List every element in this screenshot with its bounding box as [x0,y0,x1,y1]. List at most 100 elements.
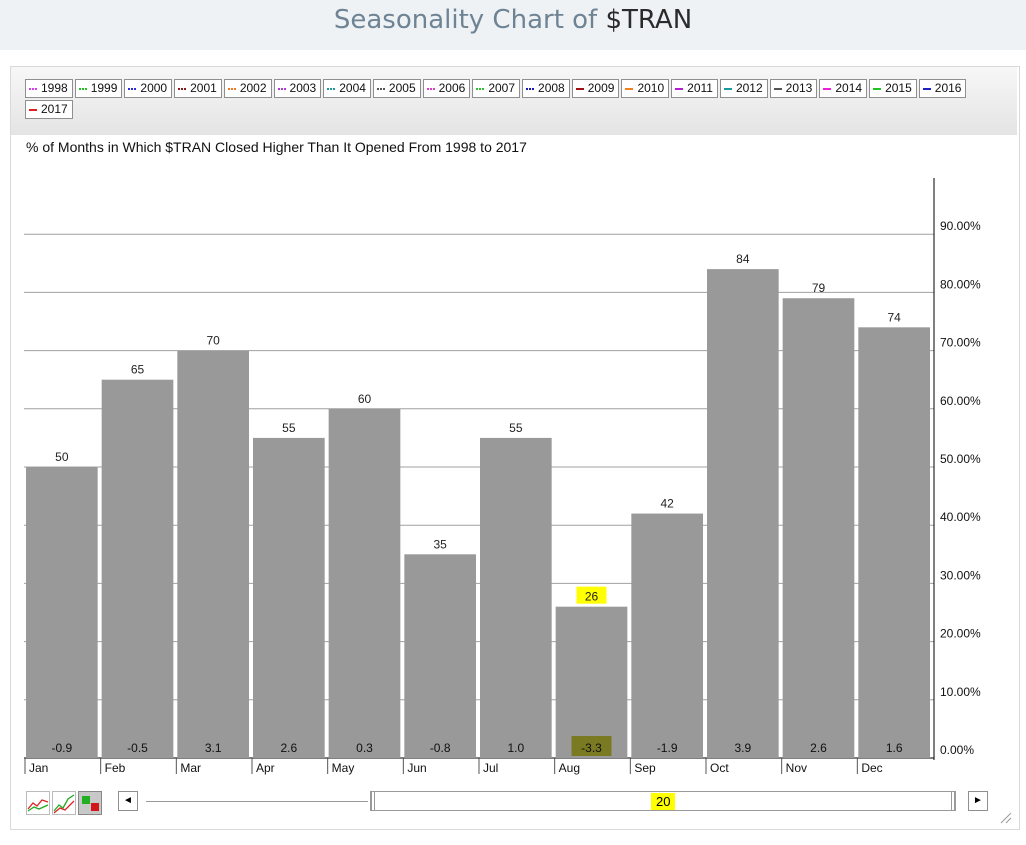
legend-item-2005[interactable]: 2005 [372,79,421,98]
avg-return-label: 0.3 [356,741,373,755]
legend-item-2004[interactable]: 2004 [323,79,371,98]
bar-may [328,408,401,758]
bar-value-label: 55 [509,421,523,435]
legend-item-2011[interactable]: 2011 [671,79,718,98]
bar-value-label: 55 [282,421,296,435]
legend-label: 2013 [785,81,813,95]
period-scrollbar[interactable]: ◄ 20 ► [118,791,992,813]
legend-item-2008[interactable]: 2008 [522,79,570,98]
legend-label: 2004 [339,81,366,95]
legend-item-2010[interactable]: 2010 [621,79,670,98]
bar-oct [707,269,779,758]
legend-swatch [476,87,485,90]
scroll-right-button[interactable]: ► [968,791,988,811]
avg-return-label: -0.5 [127,741,148,755]
legend-item-2015[interactable]: 2015 [869,79,917,98]
legend-swatch [78,87,87,90]
legend-label: 2002 [239,81,267,95]
y-tick-label: 30.00% [940,568,981,582]
legend-swatch [575,87,584,90]
legend-item-2006[interactable]: 2006 [422,79,471,98]
bar-value-label: 79 [812,281,826,295]
legend-swatch [873,87,882,90]
bar-value-label: 65 [131,363,145,377]
legend-swatch [526,87,535,90]
legend-item-2000[interactable]: 2000 [124,79,173,98]
legend-item-2002[interactable]: 2002 [223,79,272,98]
legend-label: 2010 [637,81,665,95]
avg-return-label: 1.0 [507,741,524,755]
legend-item-1998[interactable]: 1998 [25,79,73,98]
bar-value-label: 42 [660,497,674,511]
y-tick-label: 20.00% [940,627,981,641]
x-tick-label: Dec [861,761,882,775]
performance-chart-icon[interactable] [52,791,76,815]
bar-value-label: 74 [887,310,901,324]
legend-swatch [128,87,137,90]
bar-value-label: 70 [206,334,220,348]
avg-return-label: -3.3 [581,741,602,755]
legend-swatch [773,87,782,90]
legend-swatch [29,108,37,111]
legend-label: 2017 [41,102,68,116]
period-value: 20 [651,793,676,810]
legend-item-2001[interactable]: 2001 [174,79,222,98]
avg-return-label: -0.9 [51,741,72,755]
legend-label: 2007 [488,81,516,95]
legend-swatch [178,87,187,90]
legend-swatch [277,87,286,90]
legend-item-2009[interactable]: 2009 [571,79,620,98]
bar-sep [631,513,703,758]
x-tick-label: Oct [710,761,729,775]
legend-swatch [823,87,832,90]
legend-item-2007[interactable]: 2007 [472,79,521,98]
scroll-track[interactable] [146,801,368,802]
bar-apr [253,437,325,758]
legend-item-2012[interactable]: 2012 [719,79,768,98]
legend-label: 2000 [140,81,168,95]
x-tick-label: Aug [559,761,580,775]
avg-return-label: -1.9 [657,741,678,755]
legend-swatch [327,87,336,90]
legend-item-2014[interactable]: 2014 [819,79,868,98]
x-tick-label: May [332,761,355,775]
legend-label: 2001 [190,81,217,95]
x-tick-label: Jan [29,761,48,775]
legend-item-2013[interactable]: 2013 [769,79,818,98]
y-tick-label: 60.00% [940,394,981,408]
x-tick-label: Jul [483,761,498,775]
bar-mar [177,350,249,758]
bar-jun [404,554,476,758]
legend-label: 2015 [885,81,912,95]
resize-handle-icon[interactable] [998,810,1012,824]
seasonality-bars-icon[interactable] [78,791,102,815]
year-legend: 1998 1999 2000 2001 2002 2003 2004 2005 2006 2007… [11,67,1017,135]
legend-label: 2008 [538,81,565,95]
y-tick-label: 40.00% [940,510,981,524]
line-chart-icon[interactable] [26,791,50,815]
thumb-right-grip[interactable] [951,792,955,810]
legend-label: 1998 [41,81,68,95]
legend-label: 2005 [388,81,416,95]
legend-item-2017[interactable]: 2017 [25,100,73,119]
legend-label: 2014 [835,81,863,95]
legend-label: 2003 [289,81,317,95]
scroll-thumb[interactable]: 20 [370,791,956,811]
scroll-left-button[interactable]: ◄ [118,791,138,811]
bar-feb [101,379,174,758]
legend-swatch [723,87,732,90]
legend-swatch [675,87,684,90]
avg-return-label: 2.6 [280,741,297,755]
page-header: Seasonality Chart of $TRAN [0,0,1026,50]
legend-item-2003[interactable]: 2003 [273,79,322,98]
y-tick-label: 90.00% [940,219,981,233]
y-tick-label: 80.00% [940,277,981,291]
chart-title: % of Months in Which $TRAN Closed Higher… [26,139,527,155]
x-tick-label: Apr [256,761,275,775]
legend-item-1999[interactable]: 1999 [74,79,123,98]
thumb-left-grip[interactable] [371,792,375,810]
legend-label: 2011 [687,81,713,95]
legend-item-2016[interactable]: 2016 [918,79,967,98]
avg-return-label: -0.8 [430,741,451,755]
